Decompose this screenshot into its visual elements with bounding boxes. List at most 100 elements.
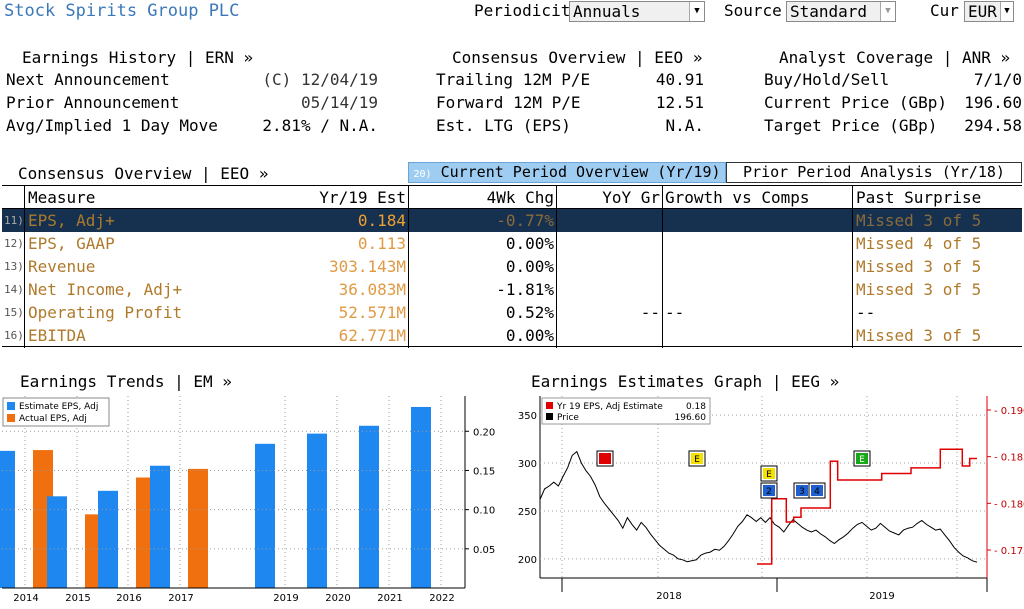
row-number: 13) xyxy=(4,260,24,273)
periodicity-value: Annuals xyxy=(573,2,641,21)
left-tick-label: 350 xyxy=(518,411,537,422)
buy-hold-sell-label: Buy/Hold/Sell xyxy=(764,70,890,89)
analyst-coverage-link[interactable]: Analyst Coverage | ANR » xyxy=(779,48,1011,67)
estimate-cell: 62.771M xyxy=(338,326,406,345)
analyst-row: Current Price (GBp) 196.60 xyxy=(764,93,1022,116)
bar-actual xyxy=(188,468,208,588)
source-select[interactable]: Standard ▼ xyxy=(786,1,896,22)
column-header[interactable]: Yr/19 Est xyxy=(319,188,406,207)
measure-cell[interactable]: Net Income, Adj+ xyxy=(28,280,183,299)
currency-select[interactable]: EUR ▼ xyxy=(964,1,1014,22)
x-tick-label: 2014 xyxy=(13,593,38,604)
bar-estimate xyxy=(411,406,431,588)
periodicity-select[interactable]: Annuals ▼ xyxy=(569,1,705,22)
ltg-label: Est. LTG (EPS) xyxy=(436,116,571,135)
right-tick-label: - 0.185 xyxy=(994,453,1024,464)
measure-cell[interactable]: EBITDA xyxy=(28,326,86,345)
consensus-row: Est. LTG (EPS) N.A. xyxy=(436,116,704,139)
measure-cell[interactable]: Operating Profit xyxy=(28,303,183,322)
periodicity-label: Periodicity xyxy=(474,1,580,20)
prior-announcement-label: Prior Announcement xyxy=(6,93,180,112)
avg-move-value: 2.81% / N.A. xyxy=(262,116,378,135)
measure-cell[interactable]: EPS, GAAP xyxy=(28,234,115,253)
surprise-cell[interactable]: -- xyxy=(856,303,876,322)
x-tick-label: 2017 xyxy=(168,593,193,604)
selected-row-highlight xyxy=(2,209,1022,232)
event-marker-fill xyxy=(763,468,775,479)
tab-prior-period[interactable]: Prior Period Analysis (Yr/18) xyxy=(726,162,1022,183)
measure-cell[interactable]: EPS, Adj+ xyxy=(28,211,115,230)
ltg-value: N.A. xyxy=(665,116,704,135)
left-tick-label: 250 xyxy=(518,507,537,518)
bar-estimate xyxy=(307,433,327,588)
consensus-table-title[interactable]: Consensus Overview | EEO » xyxy=(18,164,269,183)
forward-pe-label: Forward 12M P/E xyxy=(436,93,581,112)
left-tick-label: 200 xyxy=(518,555,537,566)
company-name: Stock Spirits Group PLC xyxy=(4,1,240,21)
change-cell: -0.77% xyxy=(496,211,554,230)
bar-estimate xyxy=(98,490,118,588)
column-header[interactable]: YoY Gr xyxy=(602,188,660,207)
column-header[interactable]: 4Wk Chg xyxy=(486,188,554,207)
row-number: 14) xyxy=(4,283,24,296)
earnings-history-row: Next Announcement (C) 12/04/19 xyxy=(6,70,378,93)
surprise-cell[interactable]: Missed 3 of 5 xyxy=(856,257,982,276)
x-tick-label: 2016 xyxy=(116,593,141,604)
event-marker-label: E xyxy=(859,455,865,465)
event-marker-label: 3 xyxy=(799,487,805,497)
estimate-cell: 0.113 xyxy=(357,234,406,253)
legend-label: Actual EPS, Adj xyxy=(19,414,87,424)
legend-box xyxy=(2,397,110,427)
event-marker-fill xyxy=(811,485,823,496)
surprise-cell[interactable]: Missed 3 of 5 xyxy=(856,211,982,230)
y-tick-label: 0.10 xyxy=(473,506,495,517)
y-tick-label: 0.05 xyxy=(473,545,495,556)
x-tick-label: 2021 xyxy=(377,593,402,604)
x-tick-label: 2015 xyxy=(65,593,90,604)
earnings-history-row: Avg/Implied 1 Day Move 2.81% / N.A. xyxy=(6,116,378,139)
column-header[interactable]: Growth vs Comps xyxy=(665,188,810,207)
bar-estimate xyxy=(47,496,67,588)
surprise-cell[interactable]: Missed 3 of 5 xyxy=(856,326,982,345)
event-marker-fill xyxy=(763,485,775,496)
right-tick-label: - 0.180 xyxy=(994,499,1024,510)
legend-swatch xyxy=(7,414,15,422)
chevron-down-icon: ▼ xyxy=(880,2,895,21)
analyst-coverage-block: Buy/Hold/Sell 7/1/0 Current Price (GBp) … xyxy=(764,70,1022,139)
column-header[interactable]: Measure xyxy=(28,188,96,207)
earnings-graph-link[interactable]: Earnings Estimates Graph | EEG » xyxy=(531,372,840,391)
event-marker-fill xyxy=(856,453,868,464)
consensus-overview-link[interactable]: Consensus Overview | EEO » xyxy=(452,48,703,67)
x-tick-label: 2019 xyxy=(273,593,298,604)
surprise-cell[interactable]: Missed 4 of 5 xyxy=(856,234,982,253)
source-label: Source xyxy=(724,1,782,20)
next-announcement-value: (C) 12/04/19 xyxy=(262,70,378,89)
target-price-value: 294.58 xyxy=(964,116,1022,135)
earnings-history-row: Prior Announcement 05/14/19 xyxy=(6,93,378,116)
tab-current-period[interactable]: 20) Current Period Overview (Yr/19) xyxy=(408,162,726,183)
event-marker-fill xyxy=(599,453,611,464)
earnings-history-link[interactable]: Earnings History | ERN » xyxy=(22,48,254,67)
earnings-trends-link[interactable]: Earnings Trends | EM » xyxy=(20,372,232,391)
target-price-label: Target Price (GBp) xyxy=(764,116,938,135)
estimate-cell: 303.143M xyxy=(328,257,406,276)
event-marker-fill xyxy=(691,453,703,464)
price-line xyxy=(539,450,978,563)
buy-hold-sell-value: 7/1/0 xyxy=(973,70,1022,89)
column-header[interactable]: Past Surprise xyxy=(856,188,982,207)
next-announcement-label: Next Announcement xyxy=(6,70,170,89)
x-tick-label: 2022 xyxy=(429,593,454,604)
x-tick-label: 2020 xyxy=(325,593,350,604)
chevron-down-icon: ▼ xyxy=(689,2,704,21)
bar-estimate xyxy=(255,443,275,588)
chevron-down-icon: ▼ xyxy=(1000,2,1013,21)
measure-cell[interactable]: Revenue xyxy=(28,257,96,276)
left-tick-label: 300 xyxy=(518,459,537,470)
currency-value: EUR xyxy=(968,2,997,21)
current-price-label: Current Price (GBp) xyxy=(764,93,948,112)
event-marker-label: E xyxy=(694,455,700,465)
bar-estimate xyxy=(359,425,379,588)
estimate-cell: 36.083M xyxy=(338,280,406,299)
change-cell: 0.00% xyxy=(505,326,554,345)
surprise-cell[interactable]: Missed 3 of 5 xyxy=(856,280,982,299)
